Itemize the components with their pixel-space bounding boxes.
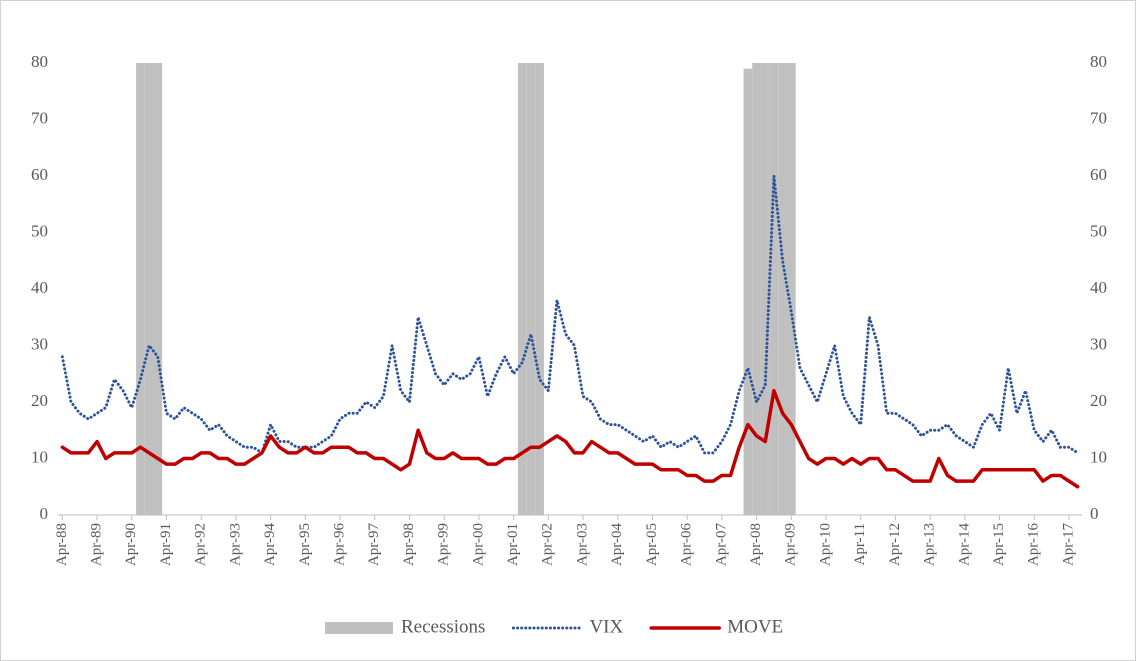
x-tick-label: Apr-01 [505, 523, 521, 566]
x-tick-label: Apr-94 [262, 523, 278, 567]
y2-tick-label: 20 [1090, 391, 1107, 410]
y-tick-label: 30 [31, 334, 48, 353]
x-tick-label: Apr-08 [748, 523, 764, 566]
x-tick-label: Apr-16 [1026, 523, 1042, 567]
y-tick-label: 0 [40, 504, 49, 523]
x-tick-label: Apr-00 [470, 523, 486, 566]
y-tick-label: 40 [31, 278, 48, 297]
x-tick-label: Apr-97 [366, 523, 382, 567]
x-tick-label: Apr-02 [540, 523, 556, 566]
bars-layer [136, 63, 796, 516]
y-tick-label: 20 [31, 391, 48, 410]
y2-tick-label: 60 [1090, 165, 1107, 184]
y2-tick-label: 50 [1090, 221, 1107, 240]
recession-bar [760, 63, 770, 515]
x-tick-label: Apr-93 [227, 523, 243, 566]
recession-bar [144, 63, 154, 515]
recession-bar [153, 63, 163, 515]
x-tick-label: Apr-90 [123, 523, 139, 566]
x-tick-label: Apr-89 [88, 523, 104, 566]
x-tick-label: Apr-12 [887, 523, 903, 566]
y2-tick-label: 80 [1090, 52, 1107, 71]
move-line [60, 388, 1080, 489]
recession-bar [535, 63, 544, 515]
text-layer: 0 10 20 30 40 50 60 70 80 0 10 20 30 40 50 60 70 80 Apr-88… [31, 52, 1107, 637]
x-tick-label: Apr-14 [956, 523, 972, 567]
recession-bar [778, 63, 787, 515]
recession-bar [769, 63, 779, 515]
legend-label: Recessions [401, 616, 485, 637]
x-tick-label: Apr-09 [783, 523, 799, 566]
recession-bar [517, 63, 527, 515]
recession-bar [743, 68, 753, 516]
y2-tick-label: 40 [1090, 278, 1107, 297]
y-tick-label: 10 [31, 447, 48, 466]
y-tick-label: 70 [31, 108, 48, 127]
y2-tick-label: 30 [1090, 334, 1107, 353]
x-tick-label: Apr-95 [297, 523, 313, 566]
x-tick-label: Apr-92 [193, 523, 209, 566]
recession-bar [526, 63, 536, 515]
x-tick-label: Apr-07 [713, 523, 729, 567]
y2-tick-label: 10 [1090, 447, 1107, 466]
y2-tick-label: 0 [1090, 504, 1099, 523]
y-tick-label: 80 [31, 52, 48, 71]
y-tick-label: 50 [31, 221, 48, 240]
x-tick-label: Apr-13 [922, 523, 938, 566]
lines-layer [58, 174, 1082, 520]
x-tick-label: Apr-05 [644, 523, 660, 566]
x-tick-label: Apr-17 [1060, 523, 1076, 567]
recession-bar [136, 63, 145, 515]
x-tick-label: Apr-15 [991, 523, 1007, 566]
legend-label: MOVE [727, 616, 783, 637]
recession-bar [752, 63, 761, 515]
x-tick-label: Apr-98 [401, 523, 417, 566]
x-tick-label: Apr-91 [158, 523, 174, 566]
x-tick-label: Apr-99 [436, 523, 452, 566]
x-tick-label: Apr-11 [852, 523, 868, 565]
x-tick-label: Apr-10 [817, 523, 833, 566]
y2-tick-label: 70 [1090, 108, 1107, 127]
legend-swatch [325, 622, 393, 634]
legend-label: VIX [589, 616, 623, 637]
x-tick-label: Apr-06 [679, 523, 695, 567]
x-tick-label: Apr-88 [54, 523, 70, 566]
x-tick-label: Apr-96 [331, 523, 347, 567]
x-tick-label: Apr-03 [574, 523, 590, 566]
x-tick-label: Apr-04 [609, 523, 625, 567]
y-tick-label: 60 [31, 165, 48, 184]
recession-bar [786, 63, 796, 515]
